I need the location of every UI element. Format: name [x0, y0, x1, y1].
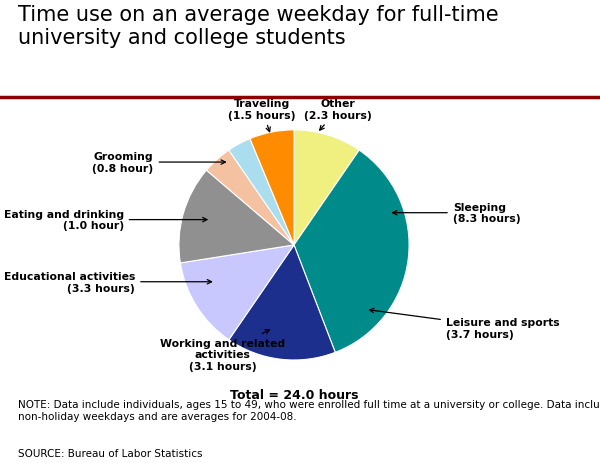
Wedge shape: [181, 245, 294, 340]
Wedge shape: [229, 139, 294, 245]
Text: Working and related
activities
(3.1 hours): Working and related activities (3.1 hour…: [160, 330, 285, 371]
Text: SOURCE: Bureau of Labor Statistics: SOURCE: Bureau of Labor Statistics: [18, 448, 203, 458]
Text: Traveling
(1.5 hours): Traveling (1.5 hours): [228, 99, 296, 132]
Text: Leisure and sports
(3.7 hours): Leisure and sports (3.7 hours): [370, 309, 560, 339]
Text: NOTE: Data include individuals, ages 15 to 49, who were enrolled full time at a : NOTE: Data include individuals, ages 15 …: [18, 399, 600, 421]
Text: Total = 24.0 hours: Total = 24.0 hours: [230, 388, 358, 401]
Text: Time use on an average weekday for full-time
university and college students: Time use on an average weekday for full-…: [18, 5, 499, 48]
Wedge shape: [294, 151, 409, 353]
Wedge shape: [229, 245, 335, 360]
Wedge shape: [179, 171, 294, 263]
Text: Eating and drinking
(1.0 hour): Eating and drinking (1.0 hour): [4, 209, 207, 231]
Text: Grooming
(0.8 hour): Grooming (0.8 hour): [92, 152, 226, 174]
Wedge shape: [294, 131, 359, 245]
Wedge shape: [206, 151, 294, 245]
Text: Educational activities
(3.3 hours): Educational activities (3.3 hours): [4, 271, 212, 293]
Text: Other
(2.3 hours): Other (2.3 hours): [304, 99, 371, 131]
Text: Sleeping
(8.3 hours): Sleeping (8.3 hours): [392, 202, 520, 224]
Wedge shape: [250, 131, 294, 245]
